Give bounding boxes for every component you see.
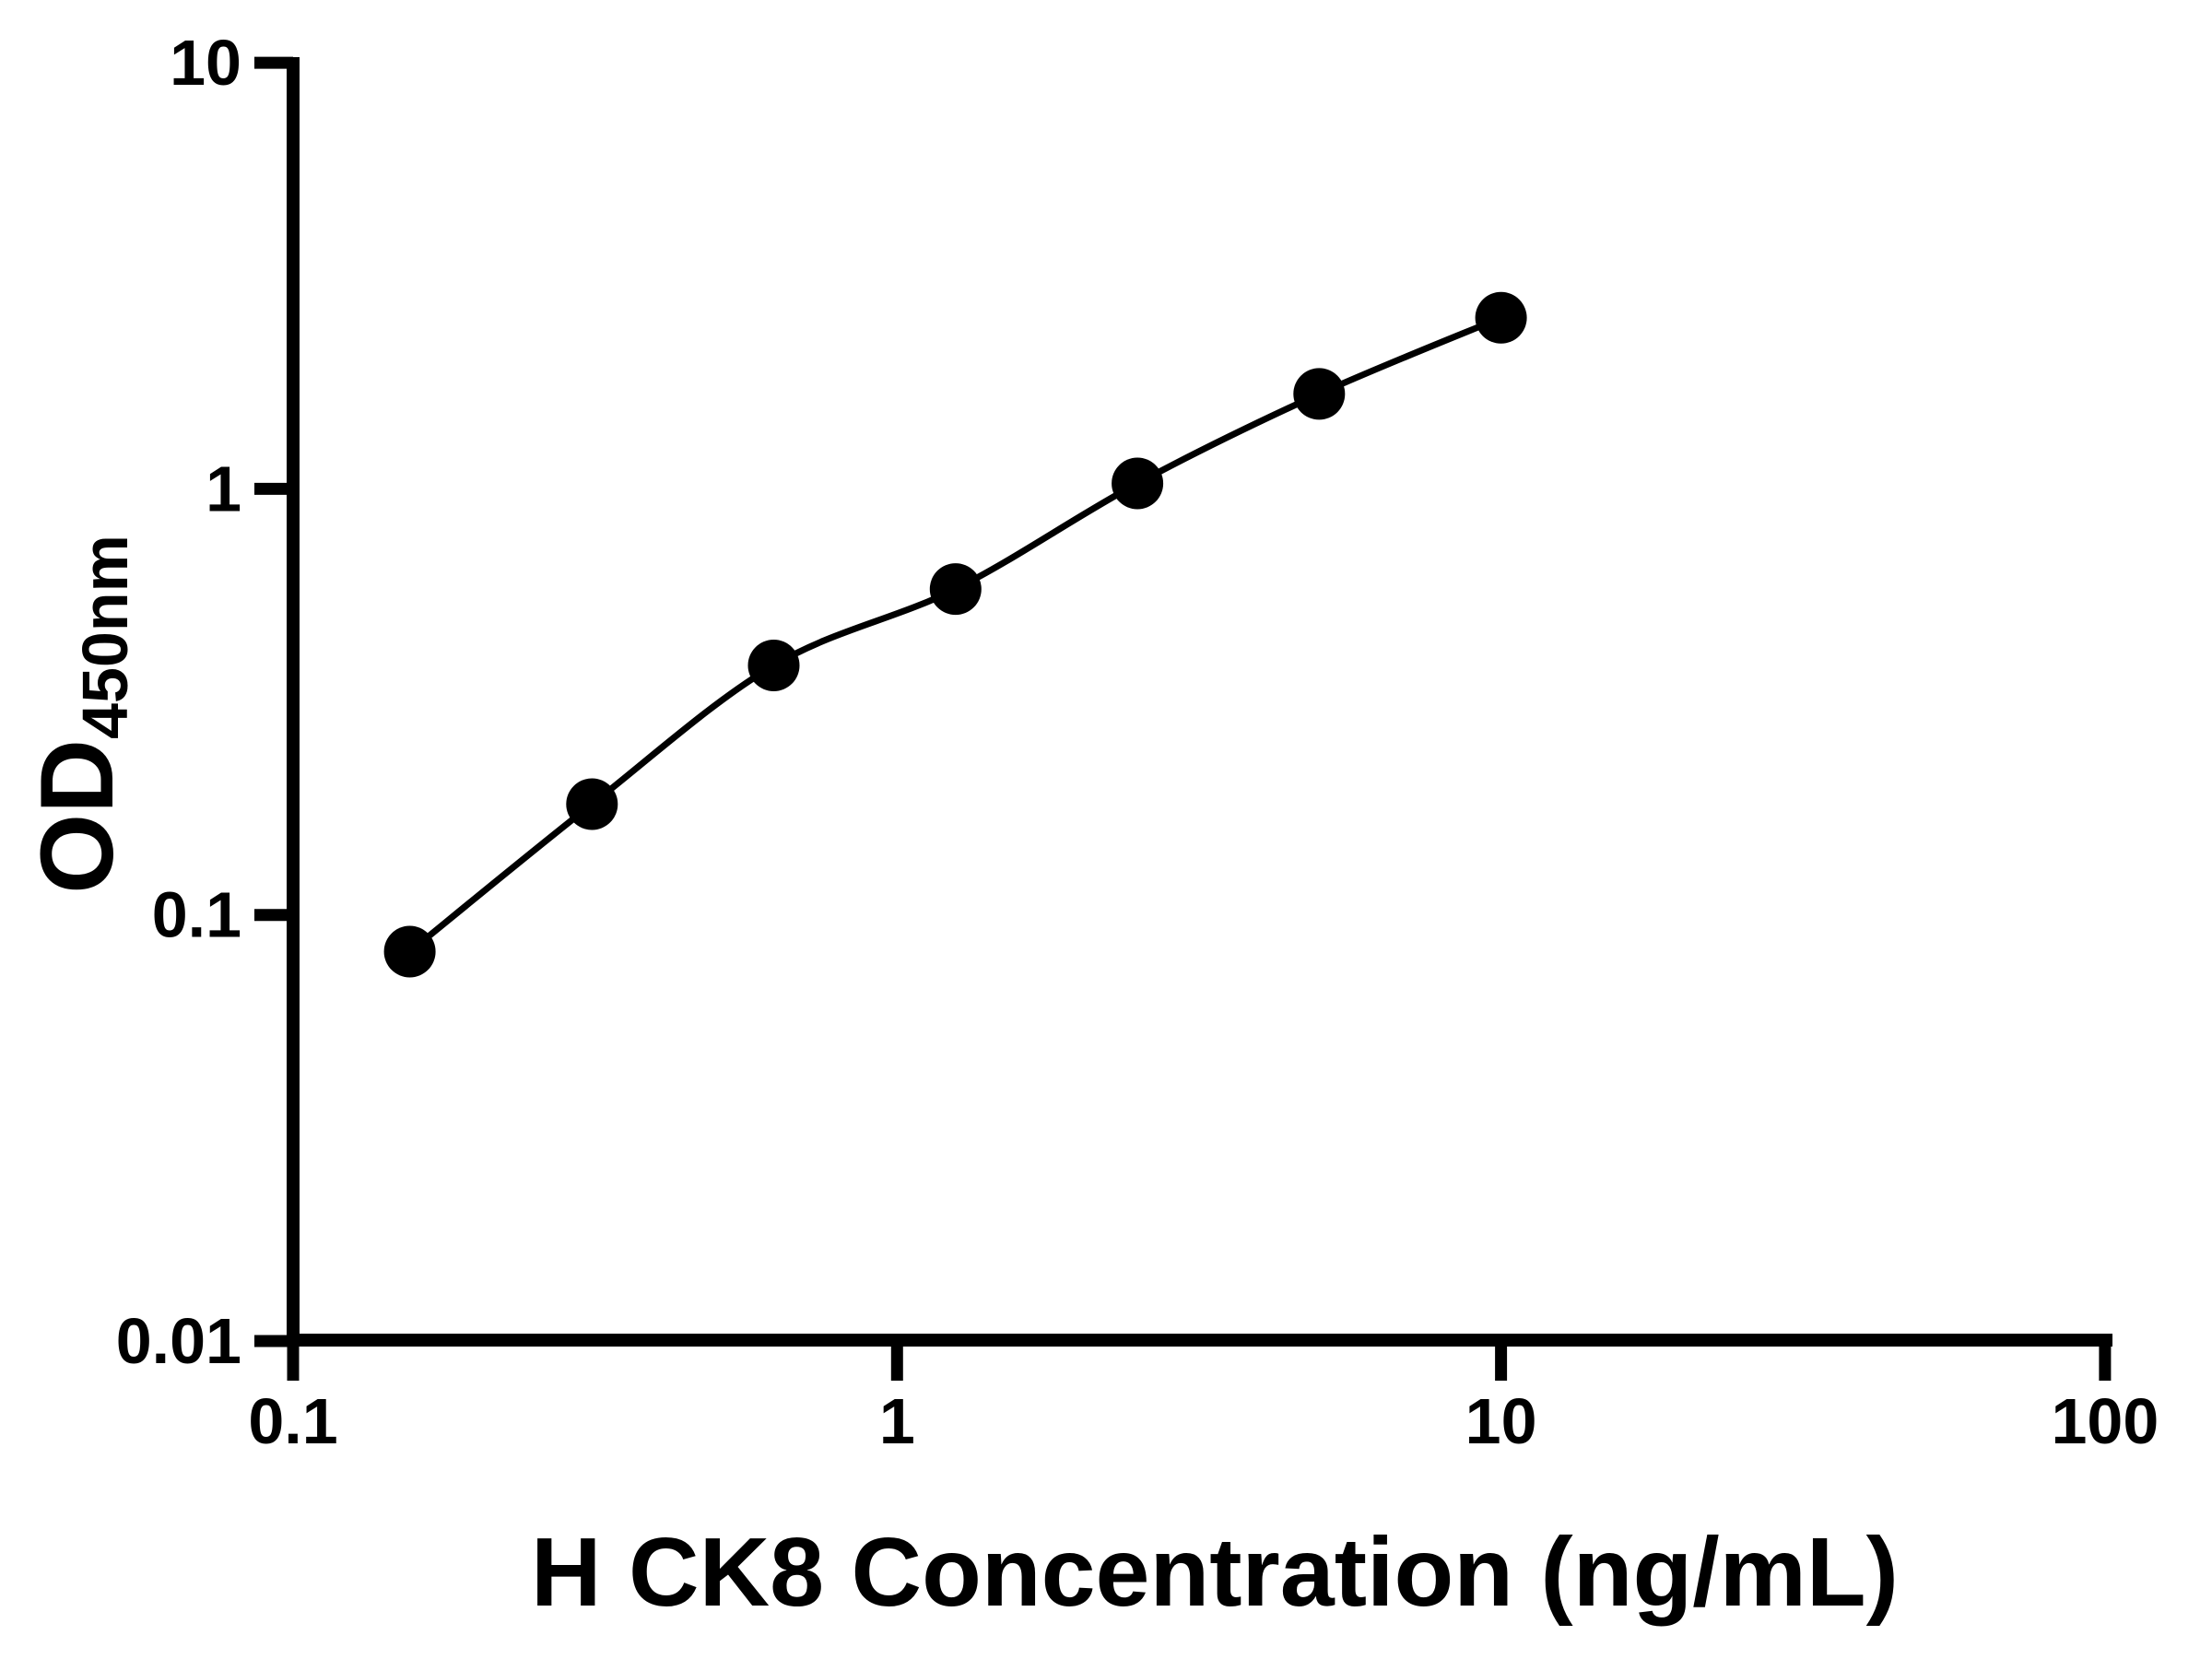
y-axis-title-subscript: 450nm bbox=[69, 535, 141, 739]
x-tick-label: 100 bbox=[2052, 1385, 2159, 1457]
x-axis-title: H CK8 Concentration (ng/mL) bbox=[531, 1518, 1899, 1627]
x-tick-label: 1 bbox=[879, 1385, 915, 1457]
y-tick-label: 10 bbox=[170, 27, 241, 99]
axis-ticks bbox=[254, 56, 2112, 1381]
fit-curve bbox=[406, 314, 1505, 955]
standard-curve-line bbox=[406, 314, 1505, 955]
data-point bbox=[1112, 457, 1164, 510]
y-tick-label: 0.01 bbox=[116, 1305, 241, 1377]
data-point bbox=[747, 640, 800, 691]
data-point bbox=[1293, 368, 1346, 420]
x-tick-label: 10 bbox=[1465, 1385, 1537, 1457]
data-point bbox=[566, 778, 618, 830]
x-tick-label: 0.1 bbox=[248, 1385, 337, 1457]
y-tick-label: 1 bbox=[206, 453, 241, 524]
y-axis-title-main: OD bbox=[19, 739, 135, 894]
data-points bbox=[383, 291, 1527, 978]
axes bbox=[287, 57, 2112, 1347]
data-point bbox=[929, 563, 982, 616]
y-tick-label: 0.1 bbox=[152, 879, 241, 951]
y-axis-title: OD450nm bbox=[19, 535, 141, 894]
data-point bbox=[1475, 291, 1527, 344]
data-point bbox=[383, 925, 436, 978]
